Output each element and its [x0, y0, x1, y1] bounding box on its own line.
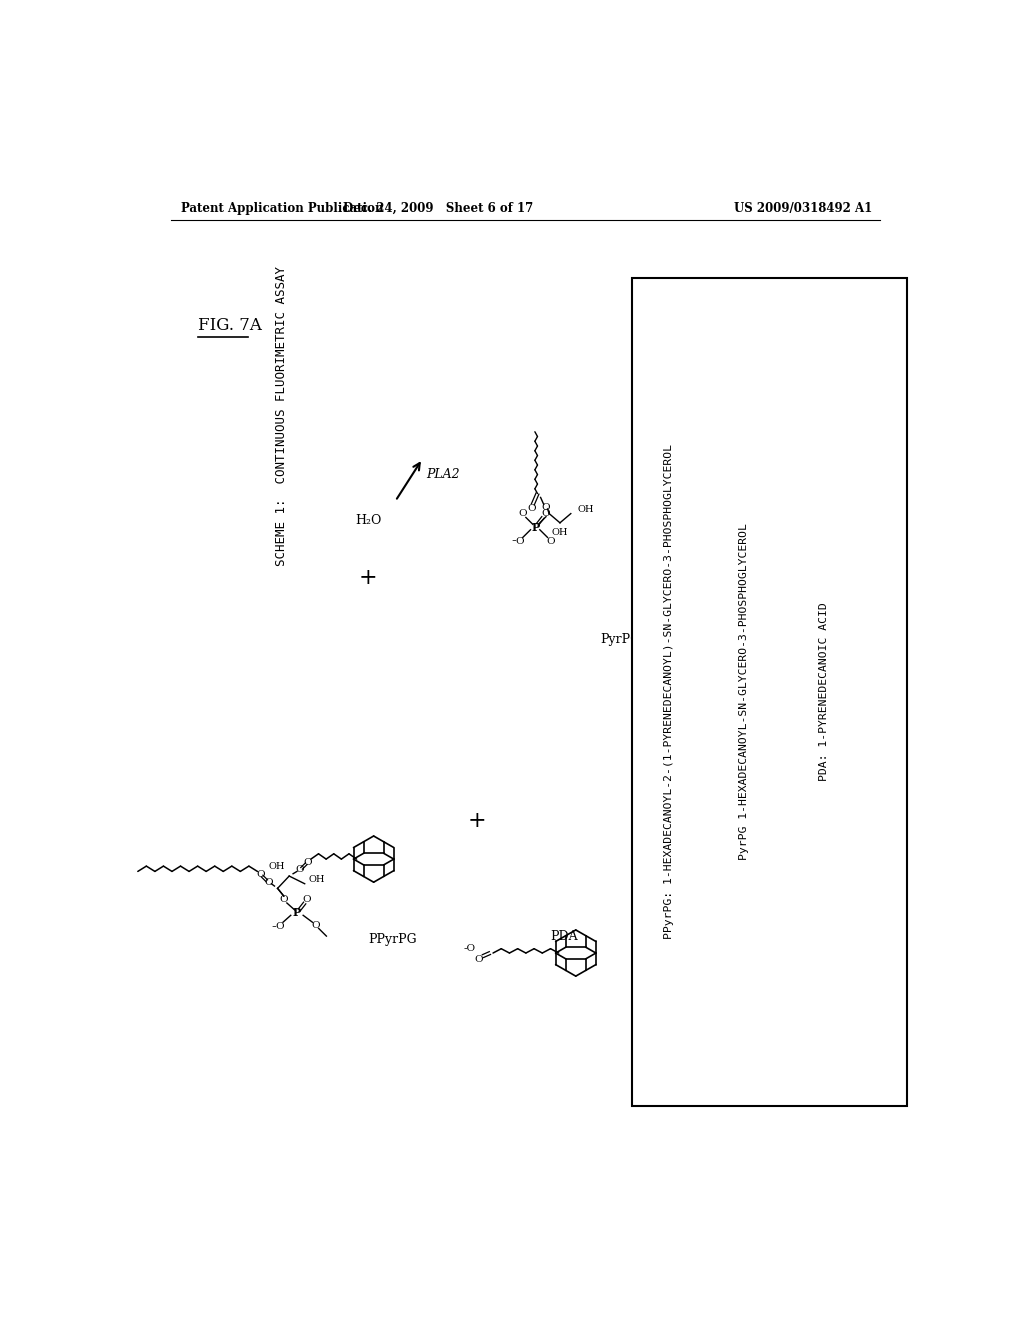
- Text: O: O: [547, 537, 555, 545]
- Text: -: -: [271, 920, 276, 933]
- Text: O: O: [311, 921, 319, 929]
- Text: OH: OH: [308, 875, 325, 884]
- Text: +: +: [467, 809, 486, 832]
- Text: -O: -O: [463, 944, 475, 953]
- Text: +: +: [359, 568, 378, 589]
- Text: PDA: 1-PYRENEDECANOIC ACID: PDA: 1-PYRENEDECANOIC ACID: [819, 602, 829, 781]
- Text: PPyrPG: PPyrPG: [369, 933, 417, 946]
- Text: Patent Application Publication: Patent Application Publication: [180, 202, 383, 215]
- Text: O: O: [256, 870, 265, 879]
- Text: PDA: PDA: [550, 929, 578, 942]
- Text: O: O: [275, 923, 285, 932]
- Text: PLA2: PLA2: [426, 467, 460, 480]
- Text: PPyrPG: 1-HEXADECANOYL-2-(1-PYRENEDECANOYL)-SN-GLYCERO-3-PHOSPHOGLYCEROL: PPyrPG: 1-HEXADECANOYL-2-(1-PYRENEDECANO…: [664, 444, 674, 939]
- Text: PyrPG 1-HEXADECANOYL-SN-GLYCERO-3-PHOSPHOGLYCEROL: PyrPG 1-HEXADECANOYL-SN-GLYCERO-3-PHOSPH…: [739, 523, 750, 861]
- Text: O: O: [264, 878, 272, 887]
- Text: O: O: [475, 954, 483, 964]
- Text: FIG. 7A: FIG. 7A: [198, 317, 261, 334]
- Text: P: P: [293, 908, 301, 919]
- Text: O: O: [541, 503, 550, 512]
- Text: P: P: [531, 521, 540, 533]
- Text: O: O: [541, 510, 550, 517]
- Text: H₂O: H₂O: [355, 513, 381, 527]
- Text: PyrPG: PyrPG: [601, 634, 641, 647]
- Text: O: O: [303, 895, 311, 904]
- Text: O: O: [296, 866, 304, 874]
- Text: Dec. 24, 2009   Sheet 6 of 17: Dec. 24, 2009 Sheet 6 of 17: [343, 202, 534, 215]
- Text: SCHEME 1:  CONTINUOUS FLUORIMETRIC ASSAY: SCHEME 1: CONTINUOUS FLUORIMETRIC ASSAY: [275, 267, 288, 566]
- Text: OH: OH: [552, 528, 568, 536]
- Text: O: O: [515, 537, 524, 545]
- FancyBboxPatch shape: [632, 277, 907, 1106]
- Text: O: O: [527, 504, 536, 513]
- Text: -: -: [511, 535, 516, 548]
- Text: OH: OH: [577, 506, 594, 515]
- Text: O: O: [518, 510, 527, 517]
- Text: US 2009/0318492 A1: US 2009/0318492 A1: [734, 202, 872, 215]
- Text: O: O: [280, 895, 288, 904]
- Text: O: O: [303, 858, 312, 867]
- Text: OH: OH: [269, 862, 286, 871]
